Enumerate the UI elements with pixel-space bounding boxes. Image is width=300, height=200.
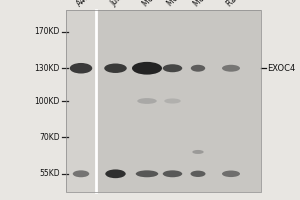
Ellipse shape bbox=[70, 63, 92, 74]
Ellipse shape bbox=[190, 171, 206, 177]
Ellipse shape bbox=[163, 170, 182, 177]
Text: 170KD: 170KD bbox=[34, 27, 60, 36]
Bar bbox=[66, 10, 261, 192]
Ellipse shape bbox=[105, 169, 126, 178]
Text: Mouse liver: Mouse liver bbox=[192, 0, 229, 8]
Ellipse shape bbox=[73, 170, 89, 177]
Text: Mouse brain: Mouse brain bbox=[141, 0, 180, 8]
Ellipse shape bbox=[222, 171, 240, 177]
Ellipse shape bbox=[192, 150, 204, 154]
Text: Jurkat: Jurkat bbox=[109, 0, 131, 8]
Ellipse shape bbox=[191, 65, 205, 72]
Ellipse shape bbox=[222, 65, 240, 72]
Ellipse shape bbox=[136, 170, 158, 177]
Text: A431: A431 bbox=[75, 0, 95, 8]
Ellipse shape bbox=[137, 98, 157, 104]
Ellipse shape bbox=[132, 62, 162, 75]
Bar bbox=[66, 10, 96, 192]
Text: 100KD: 100KD bbox=[34, 97, 60, 106]
Ellipse shape bbox=[163, 64, 182, 72]
Text: 55KD: 55KD bbox=[39, 169, 60, 178]
Ellipse shape bbox=[104, 64, 127, 73]
Text: 130KD: 130KD bbox=[34, 64, 60, 73]
Text: Mouse thymus: Mouse thymus bbox=[166, 0, 212, 8]
Text: Rat brain: Rat brain bbox=[225, 0, 256, 8]
Text: 70KD: 70KD bbox=[39, 133, 60, 142]
Bar bbox=[96, 10, 261, 192]
Ellipse shape bbox=[164, 98, 181, 104]
Text: EXOC4: EXOC4 bbox=[267, 64, 295, 73]
